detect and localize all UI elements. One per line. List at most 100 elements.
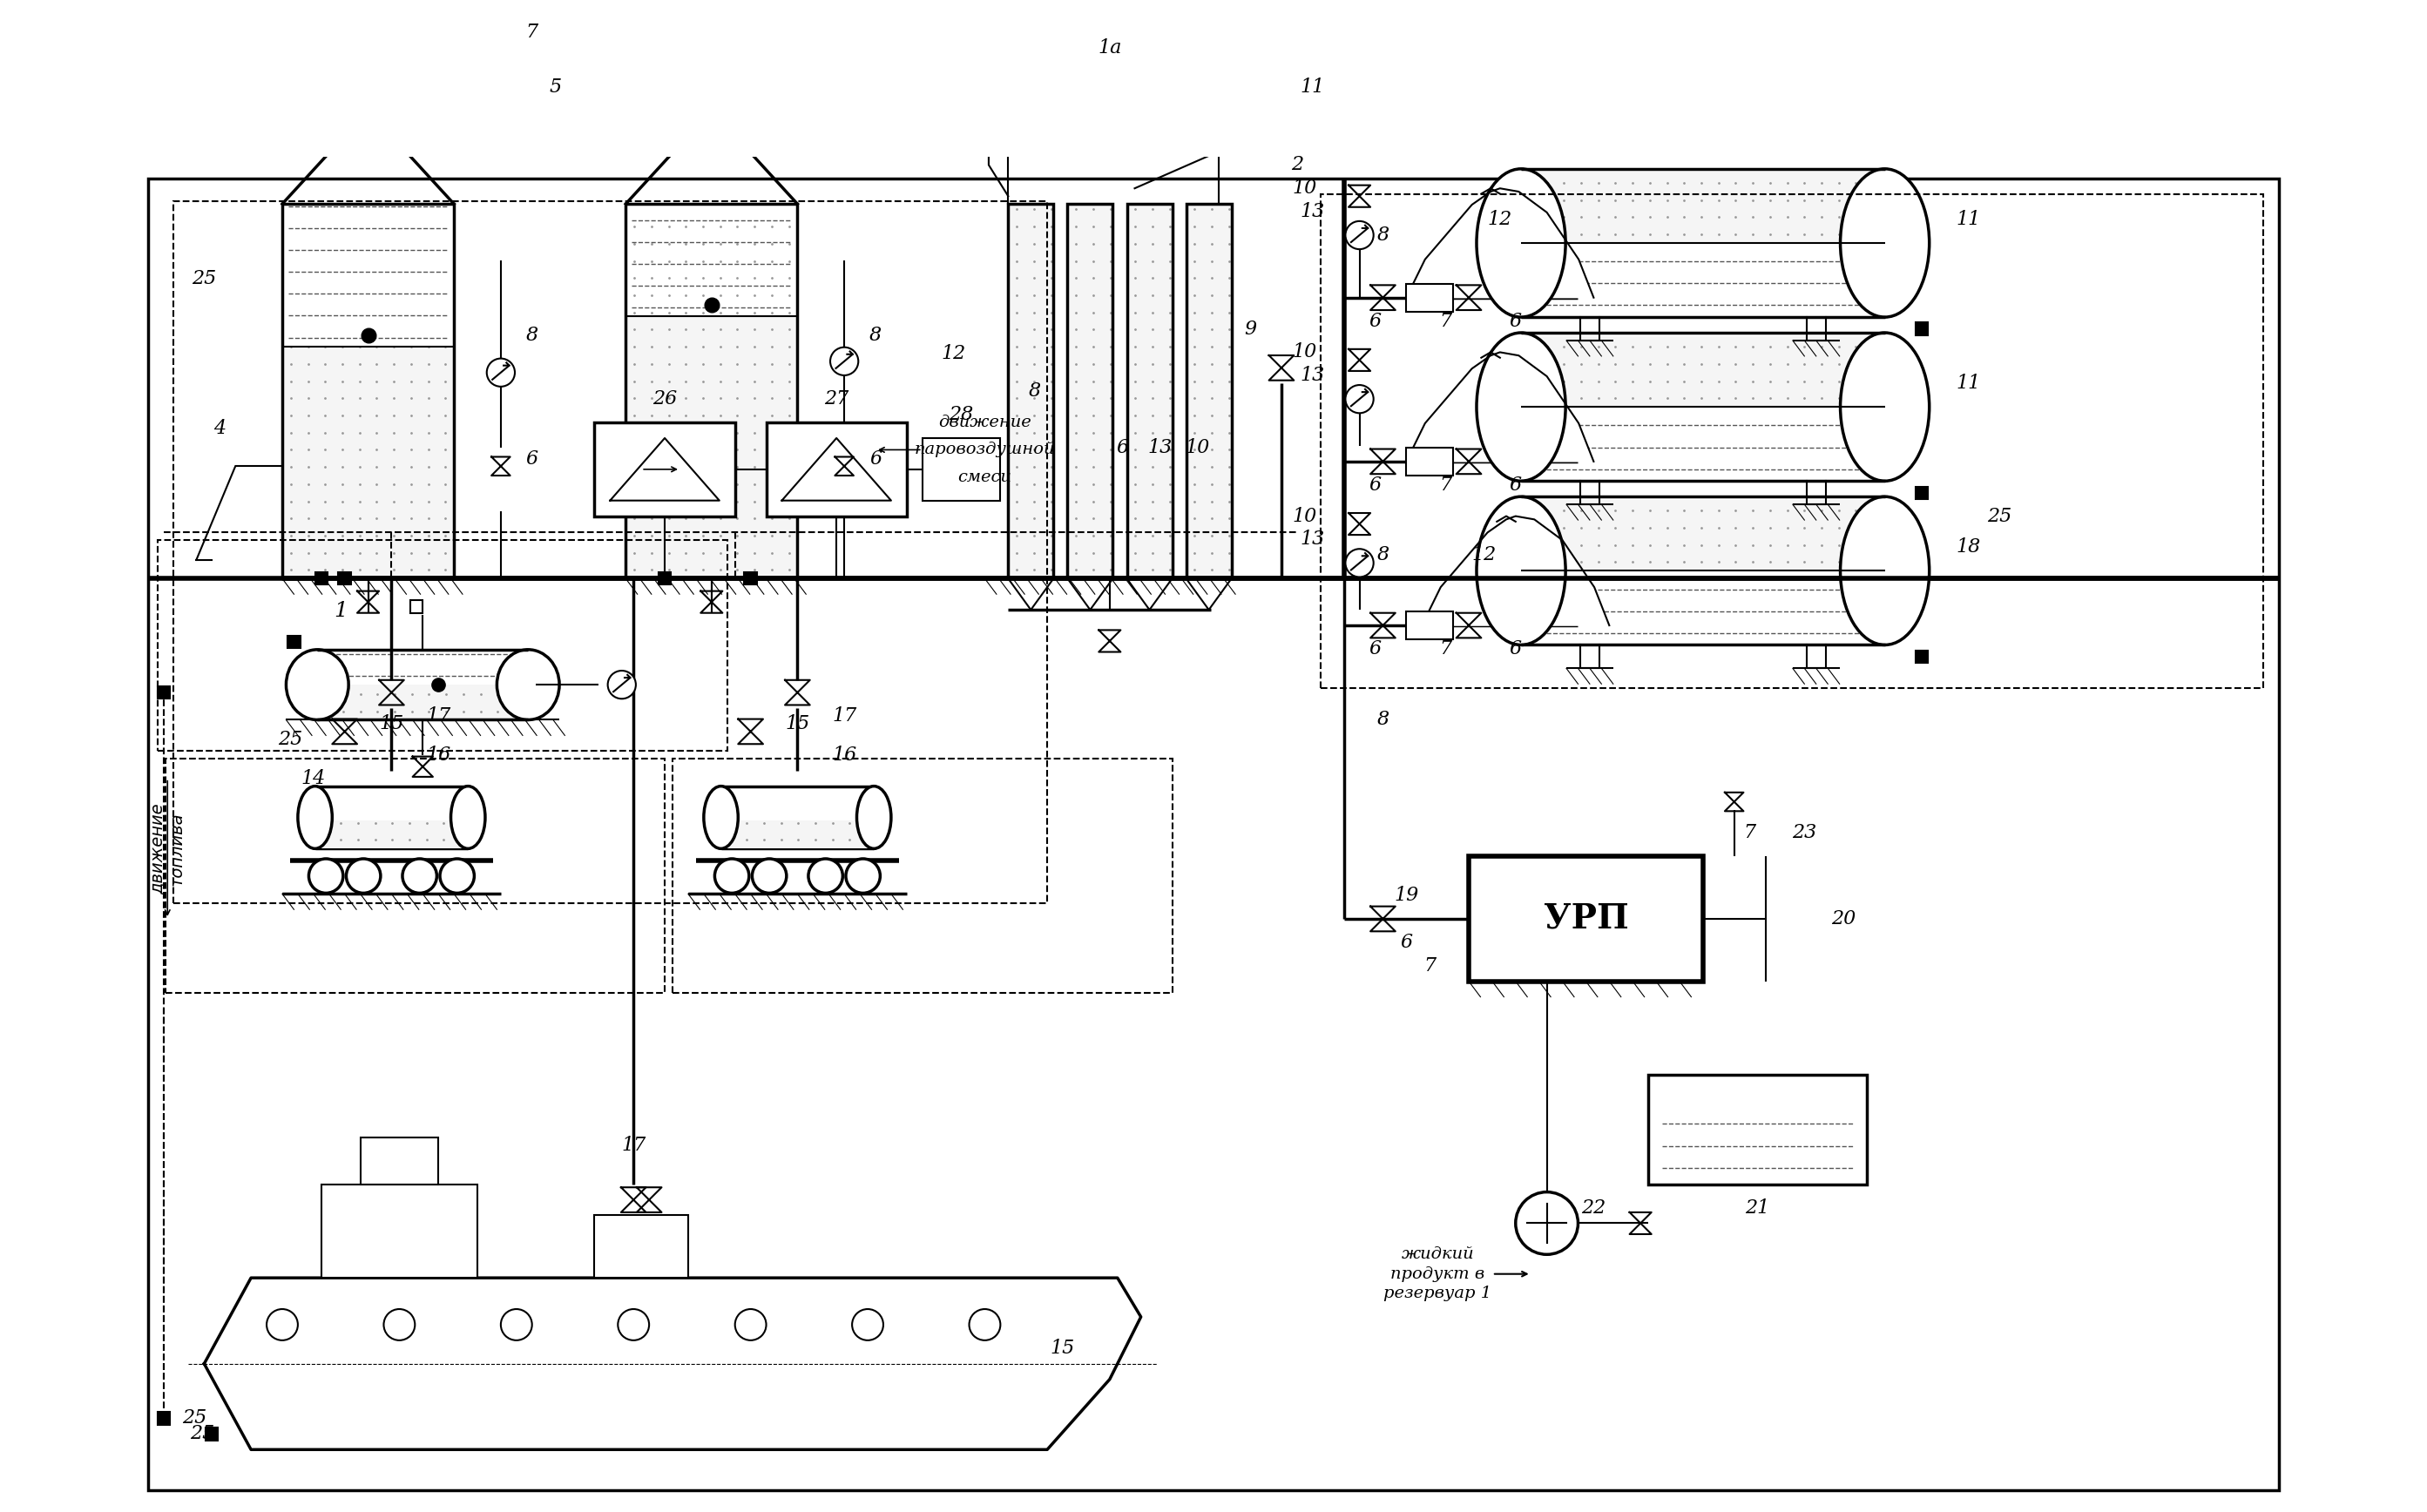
Ellipse shape — [451, 786, 485, 848]
Bar — [1522, 333, 1886, 481]
Circle shape — [852, 1309, 883, 1340]
Bar — [672, 759, 1172, 992]
Circle shape — [488, 358, 515, 387]
Bar — [626, 204, 798, 316]
Circle shape — [347, 859, 381, 894]
Bar — [1915, 487, 1927, 499]
Bar — [643, 45, 655, 57]
Text: 15: 15 — [784, 714, 811, 733]
Text: 16: 16 — [427, 745, 451, 765]
Text: 1: 1 — [335, 600, 347, 620]
Text: 6: 6 — [1510, 640, 1522, 658]
Text: 21: 21 — [1745, 1198, 1769, 1217]
Text: 17: 17 — [427, 706, 451, 726]
Text: 26: 26 — [653, 390, 677, 408]
Bar — [658, 573, 670, 585]
Ellipse shape — [1840, 496, 1929, 646]
Bar — [595, 1216, 689, 1278]
Text: 6: 6 — [1510, 475, 1522, 494]
Circle shape — [403, 859, 437, 894]
Text: 4: 4 — [214, 419, 226, 438]
Bar — [206, 1427, 218, 1441]
Bar — [1187, 204, 1230, 579]
Circle shape — [714, 859, 750, 894]
Text: 11: 11 — [1301, 77, 1325, 97]
Bar — [320, 1184, 478, 1278]
Bar — [767, 422, 908, 516]
Circle shape — [735, 1309, 767, 1340]
Bar — [316, 821, 468, 848]
Circle shape — [968, 1309, 1000, 1340]
Text: 14: 14 — [301, 768, 325, 788]
Text: 13: 13 — [1301, 531, 1325, 549]
Text: 6: 6 — [527, 449, 539, 469]
Ellipse shape — [704, 786, 738, 848]
Text: 6: 6 — [1369, 475, 1381, 494]
Bar — [158, 540, 728, 751]
Text: 13: 13 — [1148, 438, 1172, 457]
Bar — [626, 222, 798, 579]
Text: 11: 11 — [1956, 373, 1980, 393]
Text: 7: 7 — [527, 23, 539, 42]
Text: 8: 8 — [869, 325, 881, 345]
Text: 11: 11 — [1956, 210, 1980, 230]
Text: 7: 7 — [1425, 956, 1437, 975]
Text: 10: 10 — [1294, 507, 1318, 526]
Text: движение: движение — [939, 414, 1031, 431]
Ellipse shape — [1476, 333, 1565, 481]
Bar — [1405, 448, 1454, 476]
Circle shape — [1345, 549, 1374, 578]
Bar — [318, 650, 529, 685]
Text: 7: 7 — [1439, 475, 1451, 494]
Bar — [337, 573, 352, 585]
Bar — [318, 685, 529, 720]
Ellipse shape — [498, 650, 558, 720]
Bar — [1648, 1075, 1866, 1184]
Bar — [1522, 172, 1886, 243]
Text: 13: 13 — [1301, 366, 1325, 386]
Text: 18: 18 — [1956, 538, 1980, 556]
Text: 25: 25 — [192, 269, 216, 289]
Bar — [282, 204, 454, 579]
Text: 2: 2 — [1291, 156, 1303, 174]
Text: 15: 15 — [1051, 1338, 1075, 1358]
Text: 6: 6 — [869, 449, 881, 469]
Text: 12: 12 — [942, 345, 966, 363]
Circle shape — [619, 1309, 648, 1340]
Bar — [1915, 322, 1927, 336]
Text: резервуар 1: резервуар 1 — [1383, 1285, 1493, 1302]
Text: 16: 16 — [832, 745, 857, 765]
Bar — [172, 201, 1046, 903]
Bar — [1522, 575, 1886, 641]
Bar — [386, 45, 400, 57]
Text: 28: 28 — [949, 405, 973, 425]
Circle shape — [500, 1309, 532, 1340]
Circle shape — [752, 859, 786, 894]
Text: 8: 8 — [1029, 381, 1041, 401]
Text: УРП: УРП — [1544, 903, 1629, 936]
Text: 8: 8 — [1376, 546, 1388, 565]
Text: 6: 6 — [1400, 933, 1413, 953]
Bar — [1245, 127, 1257, 141]
Polygon shape — [1405, 189, 1595, 298]
Bar — [1126, 204, 1172, 579]
Bar — [794, 73, 806, 85]
Text: 10: 10 — [1184, 438, 1209, 457]
Bar — [1007, 204, 1053, 579]
Bar — [1068, 204, 1114, 579]
Circle shape — [847, 859, 881, 894]
Text: 19: 19 — [1393, 886, 1420, 906]
Bar — [922, 438, 1000, 500]
Bar — [1405, 611, 1454, 640]
Text: 20: 20 — [1830, 909, 1857, 928]
Text: 25: 25 — [182, 1409, 206, 1427]
Bar — [1522, 410, 1886, 478]
Ellipse shape — [1840, 333, 1929, 481]
Bar — [1522, 246, 1886, 314]
Bar — [1405, 284, 1454, 311]
Circle shape — [830, 348, 859, 375]
Bar — [1522, 336, 1886, 407]
Text: 27: 27 — [825, 390, 849, 408]
Ellipse shape — [1476, 496, 1565, 646]
Circle shape — [607, 671, 636, 699]
